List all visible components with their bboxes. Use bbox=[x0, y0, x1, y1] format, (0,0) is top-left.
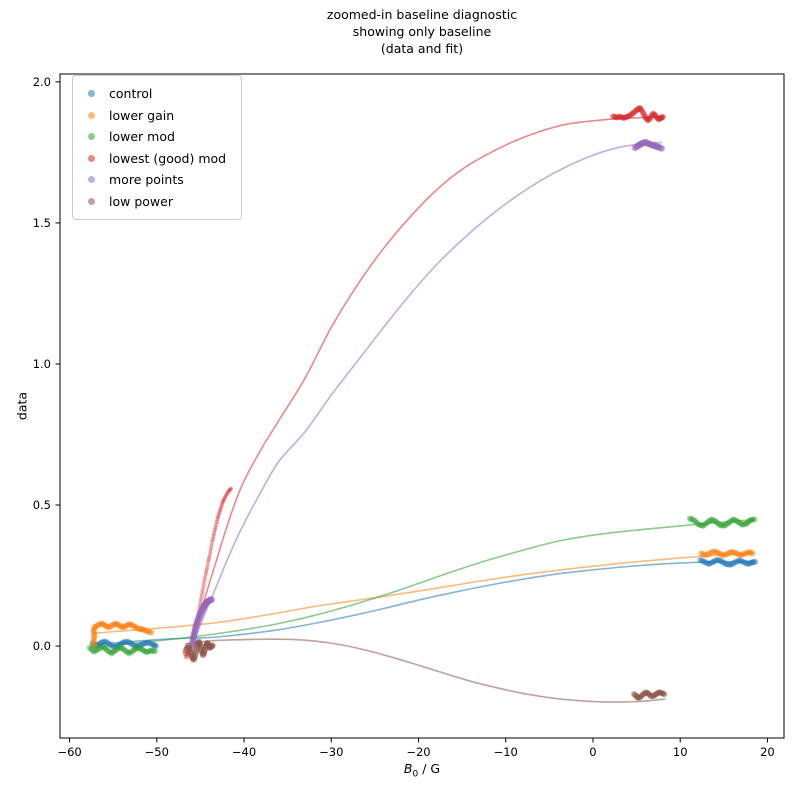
x-axis-label: B0 / G bbox=[60, 761, 784, 780]
y-tick-label: 2.0 bbox=[33, 75, 51, 89]
y-axis-ticks: 0.0 0.5 1.0 1.5 2.0 bbox=[33, 75, 60, 653]
legend-marker-icon bbox=[88, 197, 95, 205]
legend: control lower gain lower mod lowest (goo… bbox=[72, 75, 242, 220]
series-control bbox=[89, 556, 759, 651]
x-tick-label: −30 bbox=[319, 745, 343, 759]
x-tick-label: −60 bbox=[57, 745, 81, 759]
legend-marker-icon bbox=[88, 111, 95, 119]
legend-item-low-power: low power bbox=[81, 191, 231, 213]
legend-marker-icon bbox=[88, 176, 95, 184]
x-tick-label: 10 bbox=[673, 745, 688, 759]
series-lower-gain bbox=[90, 548, 756, 649]
series-lowest-good-mod bbox=[182, 104, 666, 660]
legend-label: more points bbox=[109, 172, 184, 188]
fit-line-more-points bbox=[190, 141, 662, 647]
y-axis-label: data bbox=[14, 391, 30, 421]
x-tick-label: 20 bbox=[760, 745, 775, 759]
x-axis-ticks: −60 −50 −40 −30 −20 −10 0 10 20 bbox=[57, 738, 775, 759]
legend-label: lower gain bbox=[109, 107, 175, 123]
chart-title-line-3: (data and fit) bbox=[380, 41, 464, 56]
x-tick-label: −20 bbox=[406, 745, 430, 759]
legend-item-more-points: more points bbox=[81, 169, 231, 191]
fit-line-lower-mod bbox=[89, 518, 755, 649]
x-axis-label-symbol: B bbox=[403, 761, 413, 776]
legend-label: low power bbox=[109, 193, 173, 209]
legend-item-lower-gain: lower gain bbox=[81, 105, 231, 127]
fit-line-control bbox=[91, 560, 756, 646]
legend-label: lowest (good) mod bbox=[109, 150, 227, 166]
x-tick-label: −50 bbox=[145, 745, 169, 759]
legend-label: lower mod bbox=[109, 129, 175, 145]
axes-box bbox=[59, 73, 785, 739]
y-tick-label: 1.5 bbox=[33, 216, 51, 230]
legend-item-control: control bbox=[81, 83, 231, 105]
chart-title-line-2: showing only baseline bbox=[352, 24, 492, 39]
chart-title: zoomed-in baseline diagnostic showing on… bbox=[60, 6, 784, 57]
x-axis-label-subscript: 0 bbox=[412, 769, 419, 780]
fit-line-lowest-good-mod bbox=[190, 116, 663, 641]
x-tick-label: −10 bbox=[494, 745, 518, 759]
fit-line-low-power bbox=[185, 638, 666, 703]
series-low-power bbox=[183, 638, 668, 701]
legend-marker-icon bbox=[88, 90, 95, 98]
chart-title-line-1: zoomed-in baseline diagnostic bbox=[326, 7, 518, 22]
y-tick-label: 0.0 bbox=[33, 639, 51, 653]
x-axis-label-unit: / G bbox=[418, 761, 441, 776]
legend-marker-icon bbox=[88, 133, 95, 141]
series-more-points bbox=[188, 138, 666, 651]
legend-label: control bbox=[109, 86, 153, 102]
legend-item-lower-mod: lower mod bbox=[81, 126, 231, 148]
x-tick-label: 0 bbox=[589, 745, 596, 759]
y-tick-label: 1.0 bbox=[33, 357, 51, 371]
y-tick-label: 0.5 bbox=[33, 498, 51, 512]
legend-marker-icon bbox=[88, 154, 95, 162]
series-lower-mod bbox=[86, 515, 758, 657]
legend-item-lowest-good-mod: lowest (good) mod bbox=[81, 148, 231, 170]
x-tick-label: −40 bbox=[232, 745, 256, 759]
fit-line-lower-gain bbox=[93, 552, 754, 635]
